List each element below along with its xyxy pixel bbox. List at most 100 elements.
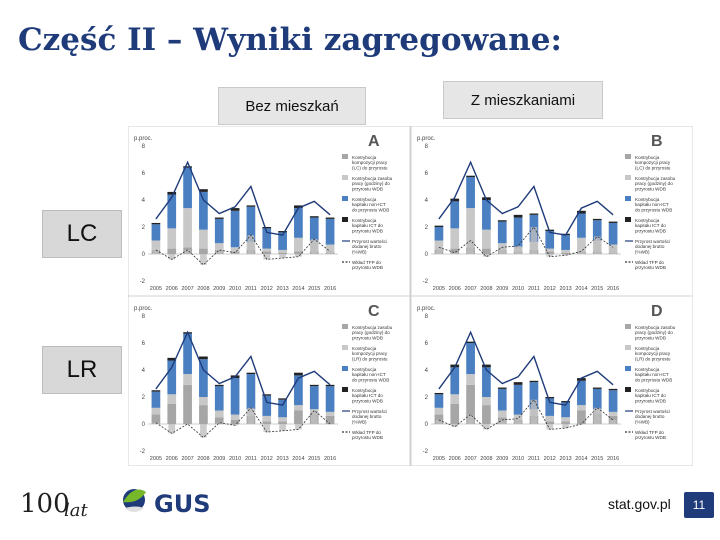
bar-segment <box>199 356 208 360</box>
x-tick-label: 2015 <box>591 286 603 292</box>
bar-segment <box>577 410 586 424</box>
bar-segment <box>561 417 570 422</box>
tfp-bar <box>435 247 443 254</box>
x-tick-label: 2011 <box>528 286 540 292</box>
bar-segment <box>450 394 460 404</box>
x-tick-label: 2005 <box>433 456 445 462</box>
x-tick-label: 2011 <box>528 456 540 462</box>
chart-panel-c: Cp.proc. 8 6 4 2 0 -2 2005 2006 2007 2008 2009 2010 2… <box>128 295 411 466</box>
tfp-bar <box>231 424 239 426</box>
tfp-bar <box>514 418 522 424</box>
legend-swatch <box>625 345 631 350</box>
tfp-bar <box>152 249 160 254</box>
bar-segment <box>199 191 208 230</box>
x-tick-label: 2008 <box>197 456 209 462</box>
bar-segment <box>167 194 177 229</box>
tfp-bar <box>295 424 302 430</box>
x-tick-label: 2016 <box>607 456 619 462</box>
y-tick-label: 8 <box>425 314 429 320</box>
x-tick-label: 2005 <box>150 456 162 462</box>
bar-segment <box>466 177 475 209</box>
bar-segment <box>450 201 460 229</box>
tfp-bar <box>263 424 271 433</box>
bar-segment <box>482 397 491 406</box>
legend-swatch <box>625 154 631 159</box>
y-tick-label: -2 <box>140 449 146 455</box>
x-tick-label: 2007 <box>464 286 476 292</box>
tfp-bar <box>483 254 490 257</box>
y-tick-label: 4 <box>142 198 146 204</box>
tfp-bar <box>215 249 223 254</box>
bar-segment <box>309 386 319 410</box>
tfp-bar <box>562 254 569 256</box>
bar-segment <box>214 410 224 418</box>
tfp-bar <box>467 240 474 254</box>
logo-100-lat-gus: 100 lat GUS <box>20 489 210 521</box>
tfp-bar <box>451 424 459 427</box>
bar-segment <box>294 208 303 238</box>
bar-segment <box>294 375 303 406</box>
y-tick-label: -2 <box>140 279 146 285</box>
y-tick-label: -2 <box>423 449 429 455</box>
y-tick-label: 0 <box>425 252 429 258</box>
panel-letter: D <box>651 303 663 320</box>
bar-segment <box>482 248 491 254</box>
tfp-bar <box>247 407 255 424</box>
x-tick-label: 2010 <box>512 286 524 292</box>
logo-lat-text: lat <box>64 500 88 521</box>
bar-segment <box>450 367 460 395</box>
tfp-bar <box>609 419 617 424</box>
bar-segment <box>545 415 555 422</box>
growth-line <box>438 330 614 406</box>
tfp-bar <box>530 399 538 424</box>
bar-segment <box>214 218 224 244</box>
bar-segment <box>199 397 208 406</box>
legend-swatch <box>625 366 631 371</box>
bar-segment <box>592 387 602 389</box>
x-tick-label: 2012 <box>261 456 273 462</box>
tfp-bar <box>435 419 443 424</box>
bar-segment <box>561 235 570 250</box>
y-tick-label: 2 <box>425 225 429 231</box>
tfp-bar <box>483 424 490 430</box>
bar-segment <box>294 372 303 376</box>
x-tick-label: 2010 <box>229 456 241 462</box>
y-tick-label: 4 <box>425 368 429 374</box>
row-label-lr: LR <box>42 346 122 394</box>
bar-segment <box>466 343 475 375</box>
row-label-lc: LC <box>42 210 122 258</box>
bar-segment <box>309 217 319 241</box>
tfp-bar <box>562 424 569 429</box>
tfp-bar <box>168 424 176 434</box>
y-tick-label: 4 <box>142 368 146 374</box>
bar-segment <box>608 411 618 416</box>
tfp-bar <box>326 424 334 425</box>
bar-segment <box>325 384 335 387</box>
x-tick-label: 2013 <box>559 286 571 292</box>
legend-entry: Wkład TFP do przyrostu WDB <box>352 430 383 440</box>
bar-segment <box>577 237 586 252</box>
y-axis-label: p.proc. <box>417 306 436 312</box>
x-tick-label: 2006 <box>166 456 178 462</box>
legend-entry: Kontrybucja kapitału ICT do przyrostu WDB <box>352 218 383 233</box>
bar-segment <box>482 405 491 424</box>
legend-entry: Kontrybucja kapitału non-ICT do przyrostu … <box>352 197 389 212</box>
bar-segment <box>230 414 240 420</box>
tfp-bar <box>231 252 239 254</box>
legend-entry: Kontrybucja zasobu pracy (godziny) do przy… <box>352 325 393 340</box>
bar-segment <box>199 248 208 254</box>
x-tick-label: 2015 <box>308 286 320 292</box>
bar-segment <box>151 240 161 250</box>
bar-segment <box>151 407 161 415</box>
bar-segment <box>151 391 161 408</box>
bar-segment <box>262 415 272 422</box>
bar-segment <box>230 378 240 415</box>
chart-panel-b: Bp.proc. 8 6 4 2 0 -2 2005 2006 2007 2008 2009 2010 2… <box>410 126 693 297</box>
tfp-bar <box>152 422 160 424</box>
bar-segment <box>230 210 240 248</box>
chart-panel-d: Dp.proc. 8 6 4 2 0 -2 2005 2006 2007 2008 2009 2010 2… <box>410 295 693 466</box>
legend-swatch <box>342 366 348 371</box>
bar-segment <box>278 232 287 250</box>
legend-entry: Przyrost wartości dodanej brutto (%WB) <box>635 239 670 254</box>
